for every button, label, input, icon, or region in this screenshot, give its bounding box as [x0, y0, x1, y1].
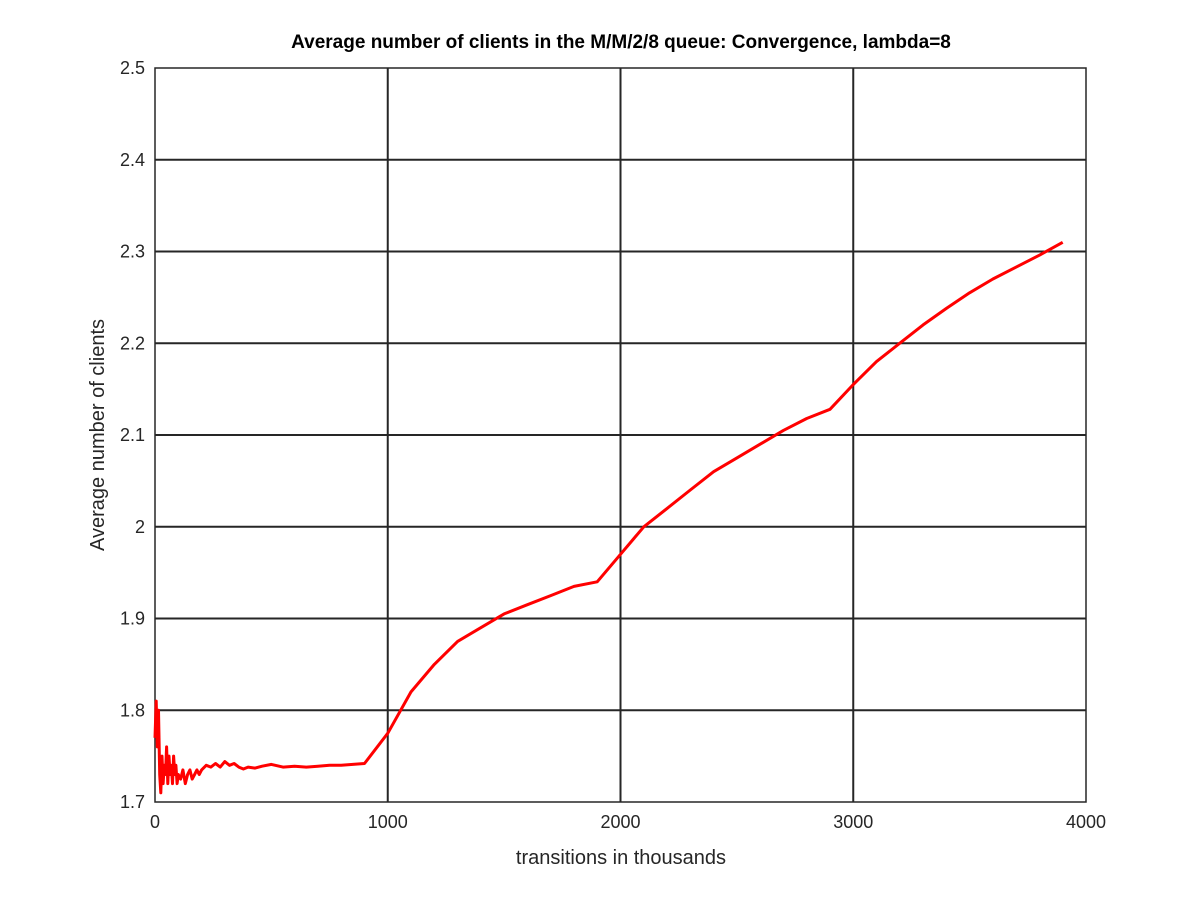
- y-tick-label: 2.2: [120, 333, 145, 353]
- grid: [155, 68, 1086, 802]
- x-axis-label: transitions in thousands: [516, 847, 726, 869]
- y-tick-label: 2: [135, 517, 145, 537]
- y-tick-label: 1.8: [120, 700, 145, 720]
- y-tick-label: 1.7: [120, 792, 145, 812]
- series-group: [153, 240, 1064, 795]
- chart-title: Average number of clients in the M/M/2/8…: [291, 32, 951, 53]
- axis-ticks: 0 1000 2000 3000 4000 1.7 1.8 1.9 2 2.1 2.2 2.3 2.4 2…: [120, 58, 1106, 832]
- x-tick-label: 1000: [368, 812, 408, 832]
- y-tick-label: 2.5: [120, 58, 145, 78]
- x-tick-label: 0: [150, 812, 160, 832]
- y-axis-label: Average number of clients: [87, 319, 109, 551]
- y-tick-label: 2.1: [120, 425, 145, 445]
- y-tick-label: 2.3: [120, 242, 145, 262]
- series-line: [153, 240, 1064, 795]
- x-tick-label: 2000: [600, 812, 640, 832]
- plot-frame: [154, 67, 1087, 803]
- y-tick-label: 1.9: [120, 609, 145, 629]
- y-tick-label: 2.4: [120, 150, 145, 170]
- x-tick-label: 3000: [833, 812, 873, 832]
- x-tick-label: 4000: [1066, 812, 1106, 832]
